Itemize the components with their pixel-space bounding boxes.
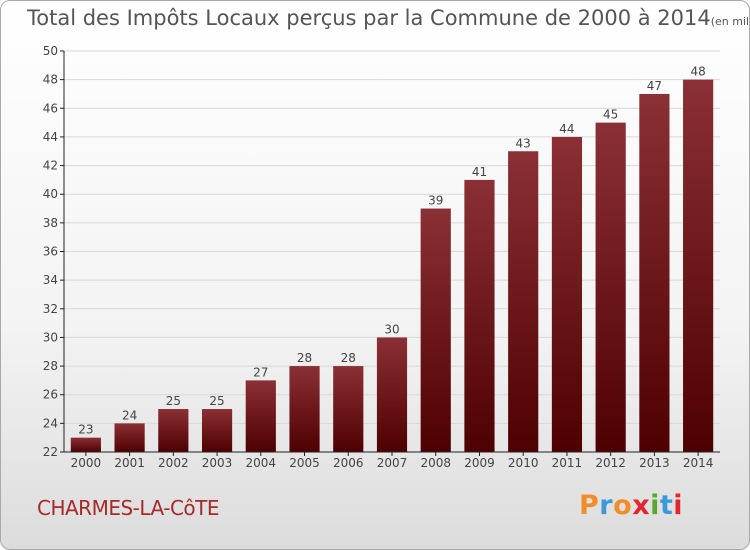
y-tick-label: 28 [43,359,58,373]
x-tick-label: 2002 [158,456,189,470]
y-tick-label: 26 [43,388,58,402]
y-tick-label: 48 [43,73,58,87]
y-tick-label: 46 [43,101,58,115]
chart-unit: (en milliers d'€) [710,15,750,28]
bar [551,136,583,452]
bar [420,208,451,452]
bar [508,151,539,452]
data-label: 48 [690,65,705,79]
logo-letter: r [599,490,614,521]
data-label: 43 [516,136,531,150]
bar [158,409,189,452]
bar [376,337,408,452]
bar [289,366,320,452]
x-tick-label: 2000 [71,456,102,470]
bars [70,79,714,453]
y-tick-label: 42 [43,159,58,173]
data-label: 27 [253,365,268,379]
x-tick-label: 2005 [289,456,320,470]
bar [201,409,233,452]
commune-name: CHARMES-LA-CôTE [37,496,220,520]
data-label: 44 [559,122,574,136]
bar [114,423,145,452]
x-tick-label: 2010 [508,456,539,470]
bar [464,179,495,452]
data-label: 23 [78,423,93,437]
labels: 22 24 26 28 30 32 34 36 38 40 42 44 46 48 50 23 2000 24 20… [43,44,714,470]
data-label: 25 [209,394,224,408]
y-tick-label: 38 [43,216,58,230]
bar [333,366,364,452]
data-label: 39 [428,194,443,208]
logo-letter: i [650,490,660,521]
x-tick-label: 2008 [420,456,451,470]
bar [245,380,276,452]
x-tick-label: 2003 [202,456,233,470]
x-tick-label: 2013 [639,456,670,470]
data-label: 28 [297,351,312,365]
x-tick-label: 2012 [595,456,626,470]
chart-title-text: Total des Impôts Locaux perçus par la Co… [27,6,711,30]
bar [639,93,670,452]
y-tick-label: 44 [43,130,58,144]
y-tick-label: 36 [43,245,58,259]
logo-letter: P [579,490,600,521]
data-label: 25 [166,394,181,408]
logo-letter: o [613,490,633,521]
x-tick-label: 2001 [114,456,145,470]
data-label: 28 [341,351,356,365]
x-tick-label: 2004 [246,456,277,470]
y-tick-label: 34 [43,273,58,287]
x-tick-label: 2006 [333,456,364,470]
x-tick-label: 2011 [552,456,583,470]
y-tick-label: 32 [43,302,58,316]
x-tick-label: 2007 [377,456,408,470]
logo-letter: t [659,490,674,521]
y-tick-label: 40 [43,187,58,201]
data-label: 41 [472,165,487,179]
y-tick-label: 22 [43,445,58,459]
data-label: 30 [384,322,399,336]
x-tick-label: 2009 [464,456,495,470]
data-label: 47 [647,79,662,93]
bar [70,437,101,452]
y-tick-label: 50 [43,44,58,58]
chart-title: Total des Impôts Locaux perçus par la Co… [27,6,750,30]
data-label: 24 [122,408,137,422]
y-tick-label: 30 [43,330,58,344]
bar [683,79,714,453]
logo-letter: x [632,490,651,521]
logo-letter: i [673,490,684,521]
bar [595,122,626,452]
proxiti-logo[interactable]: Proxiti [579,490,683,521]
x-tick-label: 2014 [683,456,714,470]
data-label: 45 [603,108,618,122]
axes [60,50,720,456]
y-tick-label: 24 [43,416,58,430]
